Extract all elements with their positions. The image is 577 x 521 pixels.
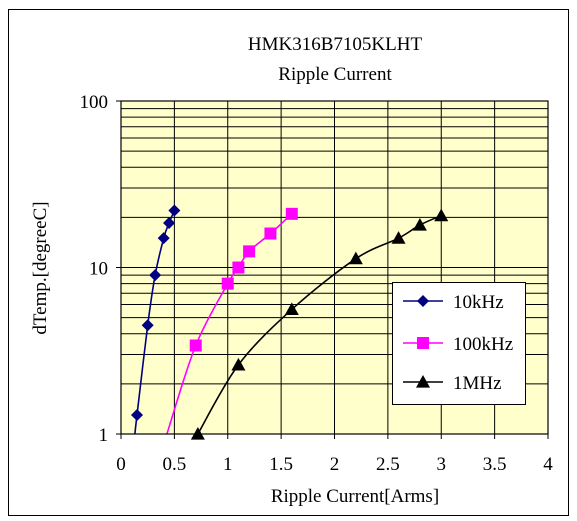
y-axis-label: dTemp.[degreeC] [30,201,51,334]
legend-marker-10khz [417,295,429,307]
data-point-100khz [232,261,245,274]
x-tick-label: 0.5 [163,454,187,475]
x-tick-label: 4 [543,454,553,475]
data-point-100khz [221,277,234,290]
data-point-10khz [157,232,170,245]
data-point-1mhz [348,251,363,265]
legend-marker-1mhz [416,375,430,388]
data-point-100khz [264,227,277,240]
data-point-10khz [163,217,176,230]
data-point-100khz [285,207,298,220]
chart-subtitle: Ripple Current [278,64,392,85]
data-point-1mhz [412,217,427,231]
x-tick-label: 2 [330,454,340,475]
data-point-1mhz [190,427,205,440]
legend-label-1mhz: 1MHz [453,373,502,394]
data-point-1mhz [231,357,246,371]
axis-ticks: 0 0.5 1 1.5 2 2.5 3 3.5 4 1 10 100 [80,92,554,475]
x-axis-label: Ripple Current[Arms] [271,486,439,507]
data-point-1mhz [391,231,406,244]
y-tick-label: 100 [80,92,109,113]
chart-title: HMK316B7105KLHT [248,34,423,55]
data-point-10khz [149,269,162,282]
y-tick-label: 10 [89,259,108,280]
legend: 10kHz 100kHz 1MHz [392,282,526,405]
x-tick-label: 3 [437,454,447,475]
data-point-1mhz [434,208,449,222]
legend-marker-100khz [417,337,429,349]
x-tick-label: 2.5 [376,454,400,475]
data-point-10khz [168,204,181,217]
series-markers [131,204,449,440]
data-point-100khz [189,339,202,352]
y-tick-label: 1 [99,425,109,446]
grid [121,101,548,434]
x-tick-label: 1 [223,454,233,475]
data-point-10khz [141,319,154,332]
data-point-1mhz [284,302,299,316]
data-point-100khz [243,245,256,258]
legend-label-10khz: 10kHz [453,292,504,313]
legend-label-100khz: 100kHz [453,334,513,355]
x-tick-label: 0 [116,454,126,475]
x-tick-label: 1.5 [269,454,293,475]
x-tick-label: 3.5 [483,454,507,475]
data-point-10khz [131,409,144,422]
